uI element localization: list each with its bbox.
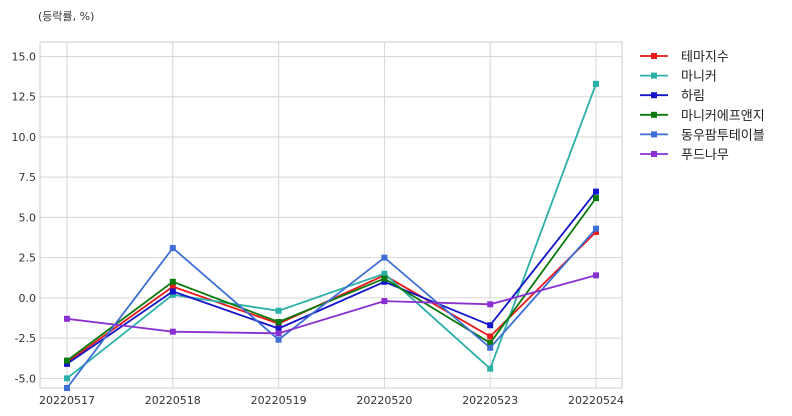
data-point [487,344,494,351]
data-point [381,278,388,285]
y-tick-label: -5.0 [15,372,36,385]
y-tick-label: 7.5 [19,171,37,184]
data-point [381,270,388,277]
y-tick-label: 10.0 [12,131,37,144]
data-point [64,315,70,322]
data-point [487,301,494,308]
data-point [169,328,176,335]
legend-marker [651,151,657,157]
series-line [66,228,597,389]
x-tick-label: 20220524 [568,394,624,407]
x-tick-label: 20220519 [251,394,307,407]
series-line [66,197,597,362]
series-line [66,191,597,365]
legend-label: 하림 [681,89,705,104]
data-point [381,275,388,282]
legend-item: 테마지수 [640,50,729,65]
y-tick-label: 2.5 [19,252,37,265]
data-point [593,272,599,279]
series-3 [64,195,599,364]
data-point [593,80,599,87]
data-point [381,254,388,261]
x-tick-label: 20220520 [356,394,412,407]
data-point [64,385,70,391]
series-group [64,80,599,391]
data-point [169,291,176,298]
data-point [487,322,494,329]
data-point [64,357,70,364]
legend-marker [651,111,657,118]
y-axis-ticks: -5.0 -2.5 0.0 2.5 5.0 7.5 10.0 12.5 15.0 [12,50,37,385]
y-tick-label: 15.0 [12,50,37,63]
data-point [381,298,388,305]
data-point [64,375,70,382]
series-2 [64,188,599,367]
legend-label: 동우팜투테이블 [681,128,765,143]
data-point [275,307,282,314]
data-point [593,225,599,232]
legend-item: 마니커에프앤지 [640,109,765,124]
data-point [275,319,282,326]
series-4 [64,225,599,391]
data-point [593,228,599,235]
data-point [275,330,282,337]
legend-item: 하림 [640,89,705,104]
data-point [169,288,176,295]
legend-label: 마니커 [681,70,717,85]
data-point [169,278,176,285]
x-tick-label: 20220518 [145,394,201,407]
unit-label: (등락률, %) [38,10,94,23]
x-axis-ticks: 20220517 20220518 20220519 20220520 20220523… [39,394,624,407]
data-point [487,339,494,346]
data-point [593,188,599,195]
y-tick-label: 5.0 [19,211,37,224]
y-tick-label: 0.0 [19,292,37,305]
legend-marker [651,72,657,79]
legend-marker [651,53,657,59]
legend-item: 푸드나무 [640,148,729,163]
data-point [275,336,282,343]
data-point [487,365,494,372]
series-line [66,274,597,335]
y-tick-label: 12.5 [12,91,37,104]
legend-item: 마니커 [640,70,717,85]
legend-marker [651,131,657,138]
x-tick-label: 20220523 [462,394,518,407]
legend-label: 푸드나무 [681,148,729,163]
data-point [64,360,70,367]
data-point [169,283,176,290]
data-point [487,333,494,340]
grid-lines [40,42,622,388]
x-tick-label: 20220517 [39,394,95,407]
data-point [275,325,282,332]
plot-area [39,41,623,389]
data-point [593,195,599,202]
legend-marker [651,92,657,99]
legend-label: 마니커에프앤지 [681,109,765,124]
legend-item: 동우팜투테이블 [640,128,765,143]
series-line [66,83,597,380]
series-5 [64,272,599,337]
y-tick-label: -2.5 [15,332,36,345]
data-point [169,244,176,251]
series-1 [64,80,599,382]
legend-label: 테마지수 [681,50,729,65]
